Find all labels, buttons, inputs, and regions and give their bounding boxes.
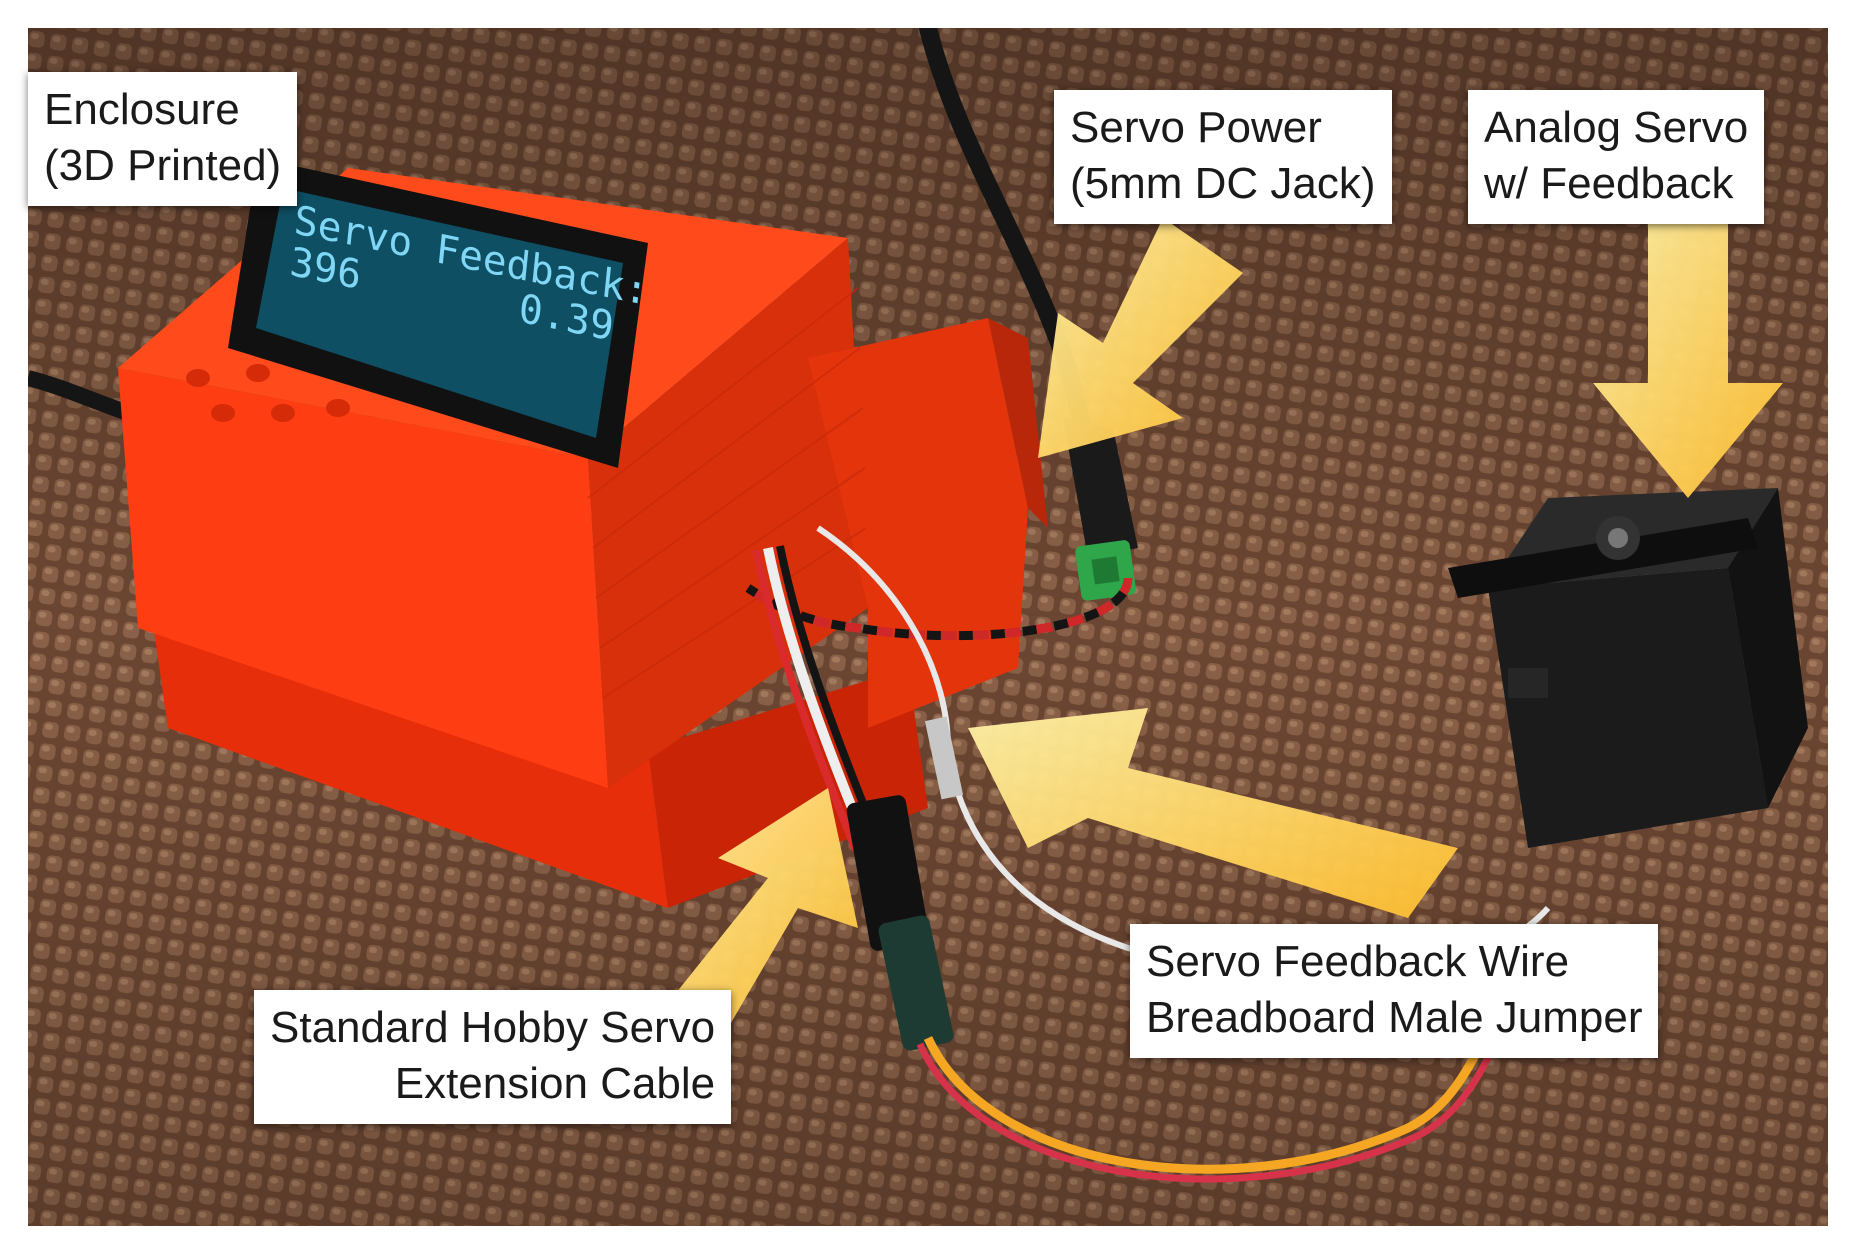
label-extension-cable-line1: Standard Hobby Servo	[270, 1003, 716, 1052]
label-feedback-wire: Servo Feedback Wire Breadboard Male Jump…	[1130, 924, 1659, 1058]
arrow-analog-servo	[1593, 218, 1783, 498]
label-enclosure: Enclosure (3D Printed)	[28, 72, 298, 206]
analog-servo	[1448, 488, 1808, 848]
label-feedback-wire-line1: Servo Feedback Wire	[1146, 937, 1570, 986]
label-servo-power-line1: Servo Power	[1070, 103, 1322, 152]
product-photo: Servo Feedback: 396 0.39	[28, 28, 1828, 1226]
lcd-display: Servo Feedback: 396 0.39	[228, 158, 650, 468]
servo-connector	[846, 795, 930, 951]
label-feedback-wire-line2: Breadboard Male Jumper	[1146, 993, 1643, 1042]
arrows	[648, 218, 1783, 1028]
arrow-extension-cable	[648, 788, 858, 1028]
label-analog-servo: Analog Servo w/ Feedback	[1468, 90, 1765, 224]
label-servo-power-line2: (5mm DC Jack)	[1070, 159, 1376, 208]
arrow-servo-power	[1038, 218, 1243, 458]
label-extension-cable-line2: Extension Cable	[394, 1059, 716, 1108]
label-analog-servo-line1: Analog Servo	[1484, 103, 1749, 152]
label-servo-power: Servo Power (5mm DC Jack)	[1054, 90, 1392, 224]
photo-drawing: Servo Feedback: 396 0.39	[28, 28, 1828, 1226]
label-analog-servo-line2: w/ Feedback	[1484, 159, 1734, 208]
arrow-feedback-wire	[968, 708, 1458, 918]
label-enclosure-line2: (3D Printed)	[44, 141, 282, 190]
label-enclosure-line1: Enclosure	[44, 85, 240, 134]
label-extension-cable: Standard Hobby Servo Extension Cable	[254, 990, 732, 1124]
dc-jack	[1063, 418, 1138, 601]
